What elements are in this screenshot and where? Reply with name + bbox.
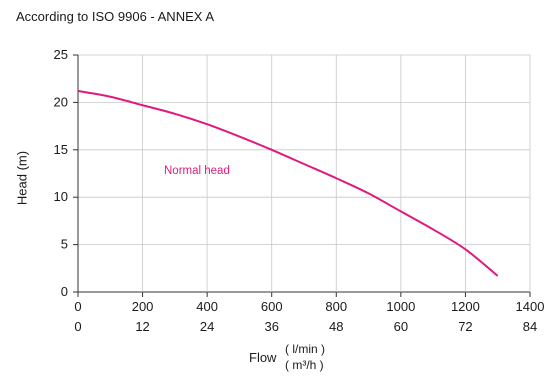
x-tick-label-lmin: 200 — [132, 299, 154, 314]
x-tick-label-m3h: 72 — [458, 319, 472, 334]
x-tick-label-m3h: 24 — [200, 319, 214, 334]
series-label-normal-head: Normal head — [164, 165, 230, 177]
x-tick-label-lmin: 1400 — [516, 299, 545, 314]
y-tick-label: 10 — [54, 189, 68, 204]
x-axis-label: Flow — [249, 350, 277, 365]
y-tick-label: 20 — [54, 94, 68, 109]
x-tick-label-m3h: 48 — [329, 319, 343, 334]
x-tick-label-m3h: 36 — [264, 319, 278, 334]
x-tick-label-m3h: 12 — [135, 319, 149, 334]
x-tick-label-m3h: 84 — [523, 319, 537, 334]
y-tick-label: 5 — [61, 237, 68, 252]
x-tick-label-lmin: 400 — [196, 299, 218, 314]
x-tick-label-lmin: 600 — [261, 299, 283, 314]
y-tick-label: 15 — [54, 142, 68, 157]
x-axis-unit-m3h: ( m³/h ) — [285, 358, 324, 372]
x-tick-label-lmin: 1200 — [451, 299, 480, 314]
x-axis-unit-lmin: ( l/min ) — [285, 342, 325, 356]
x-tick-label-m3h: 0 — [74, 319, 81, 334]
x-tick-label-m3h: 60 — [394, 319, 408, 334]
series-line-normal-head — [77, 90, 499, 277]
y-tick-label: 25 — [54, 47, 68, 62]
standard-note: According to ISO 9906 - ANNEX A — [16, 9, 214, 24]
x-tick-label-lmin: 1000 — [386, 299, 415, 314]
x-tick-label-lmin: 0 — [74, 299, 81, 314]
y-tick-label: 0 — [61, 284, 68, 299]
x-tick-label-lmin: 800 — [325, 299, 347, 314]
